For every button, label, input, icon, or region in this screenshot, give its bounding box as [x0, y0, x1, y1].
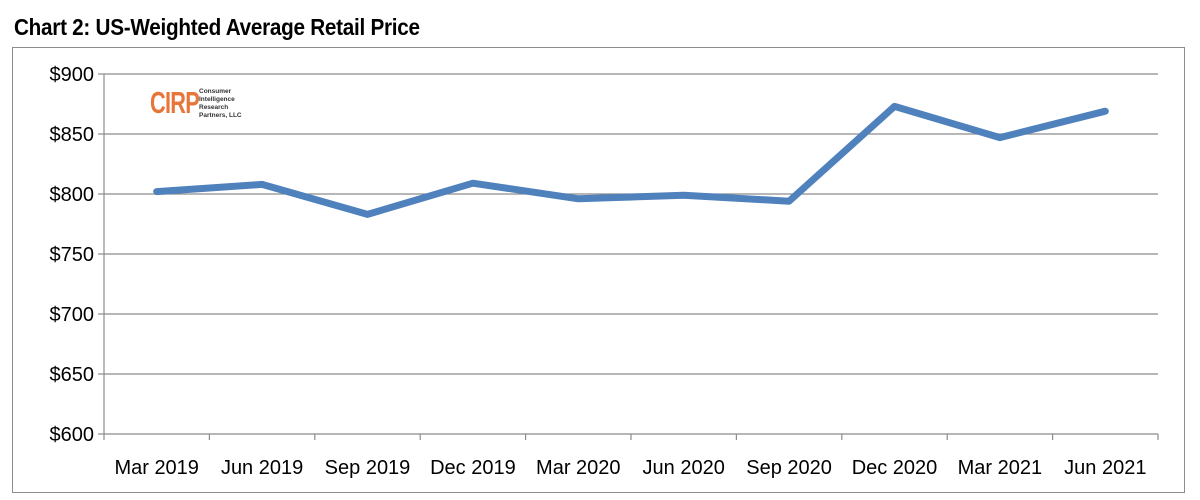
x-tick-label: Jun 2019	[221, 457, 303, 479]
y-tick-label: $750	[50, 244, 95, 266]
x-tick-label: Jun 2020	[643, 457, 725, 479]
series-line	[153, 102, 1109, 218]
logo-line: Partners, LLC	[199, 112, 242, 119]
x-tick-label: Mar 2019	[114, 457, 199, 479]
y-tick-label: $800	[50, 184, 95, 206]
x-tick-label: Mar 2020	[536, 457, 621, 479]
y-tick-label: $850	[50, 124, 95, 146]
axes	[98, 73, 1159, 440]
x-tick-label: Dec 2020	[852, 457, 938, 479]
chart-frame	[12, 47, 1185, 493]
x-tick-labels: Mar 2019 Jun 2019 Sep 2019 Dec 2019 Mar 2020…	[114, 457, 1146, 479]
logo-tagline: Consumer Intelligence Research Partners,…	[199, 88, 242, 120]
x-tick-label: Sep 2020	[746, 457, 832, 479]
y-tick-labels: $600 $650 $700 $750 $800 $850 $900	[50, 64, 95, 446]
x-tick-label: Jun 2021	[1064, 457, 1146, 479]
series-lines	[153, 102, 1109, 218]
chart-title: Chart 2: US-Weighted Average Retail Pric…	[14, 14, 420, 40]
y-tick-label: $650	[50, 364, 95, 386]
x-tick-label: Mar 2021	[958, 457, 1043, 479]
y-tick-label: $700	[50, 304, 95, 326]
logo-line: Intelligence	[199, 96, 235, 103]
x-tick-label: Sep 2019	[325, 457, 411, 479]
y-tick-label: $900	[50, 64, 95, 86]
x-tick-label: Dec 2019	[430, 457, 516, 479]
logo-line: Research	[199, 104, 229, 111]
cirp-logo: CIRP Consumer Intelligence Research Part…	[150, 86, 270, 126]
gridlines	[104, 73, 1158, 375]
logo-line: Consumer	[199, 88, 232, 95]
logo-wordmark: CIRP	[150, 85, 200, 120]
y-tick-label: $600	[50, 424, 95, 446]
